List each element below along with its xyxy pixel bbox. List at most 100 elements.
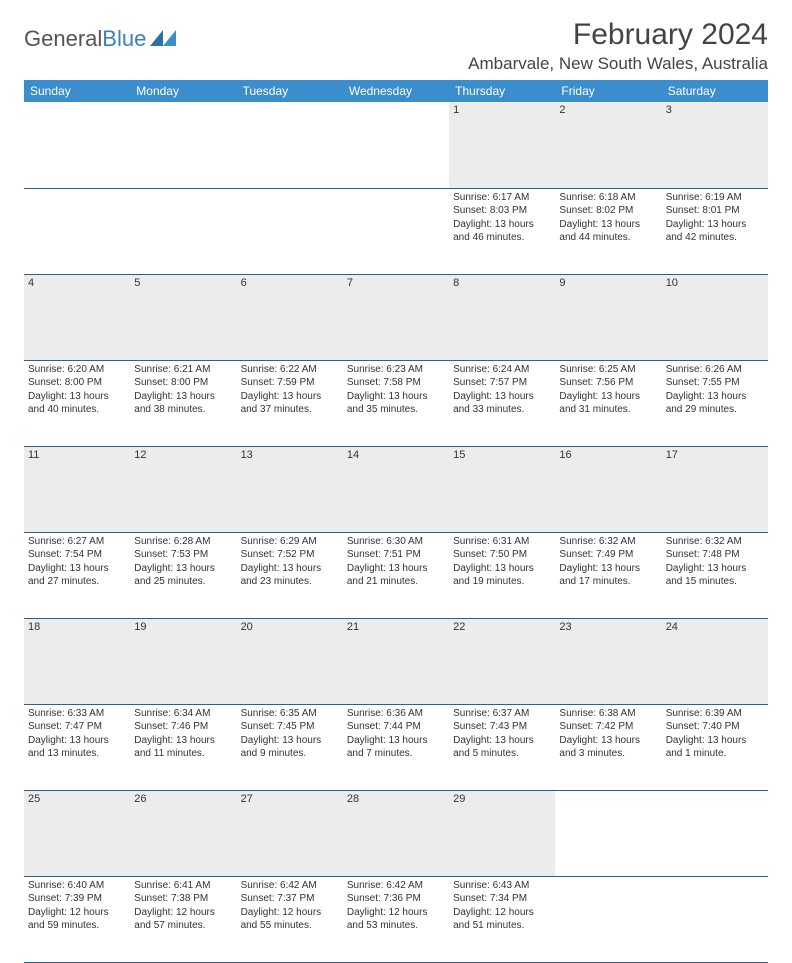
day-detail-text: Sunrise: 6:20 AMSunset: 8:00 PMDaylight:… — [28, 363, 126, 417]
day-header: Friday — [555, 80, 661, 102]
day-detail-cell — [24, 188, 130, 274]
day-detail-text: Sunrise: 6:19 AMSunset: 8:01 PMDaylight:… — [666, 191, 764, 245]
day-detail-text: Sunrise: 6:29 AMSunset: 7:52 PMDaylight:… — [241, 535, 339, 589]
day-detail-cell: Sunrise: 6:33 AMSunset: 7:47 PMDaylight:… — [24, 704, 130, 790]
day-detail-cell — [662, 876, 768, 962]
day-detail-cell: Sunrise: 6:40 AMSunset: 7:39 PMDaylight:… — [24, 876, 130, 962]
day-detail-text: Sunrise: 6:32 AMSunset: 7:48 PMDaylight:… — [666, 535, 764, 589]
day-number-cell: 19 — [130, 618, 236, 704]
day-detail-text: Sunrise: 6:26 AMSunset: 7:55 PMDaylight:… — [666, 363, 764, 417]
day-number-cell: 24 — [662, 618, 768, 704]
day-number-cell — [555, 790, 661, 876]
day-detail-cell: Sunrise: 6:34 AMSunset: 7:46 PMDaylight:… — [130, 704, 236, 790]
day-detail-row: Sunrise: 6:33 AMSunset: 7:47 PMDaylight:… — [24, 704, 768, 790]
day-number-cell: 22 — [449, 618, 555, 704]
day-header: Thursday — [449, 80, 555, 102]
day-number-cell: 9 — [555, 274, 661, 360]
day-detail-cell: Sunrise: 6:39 AMSunset: 7:40 PMDaylight:… — [662, 704, 768, 790]
title-block: February 2024 Ambarvale, New South Wales… — [468, 18, 768, 74]
day-detail-cell: Sunrise: 6:26 AMSunset: 7:55 PMDaylight:… — [662, 360, 768, 446]
day-detail-text: Sunrise: 6:42 AMSunset: 7:37 PMDaylight:… — [241, 879, 339, 933]
day-number-row: 11121314151617 — [24, 446, 768, 532]
day-detail-cell: Sunrise: 6:27 AMSunset: 7:54 PMDaylight:… — [24, 532, 130, 618]
day-detail-text: Sunrise: 6:25 AMSunset: 7:56 PMDaylight:… — [559, 363, 657, 417]
day-detail-text: Sunrise: 6:40 AMSunset: 7:39 PMDaylight:… — [28, 879, 126, 933]
day-detail-cell: Sunrise: 6:17 AMSunset: 8:03 PMDaylight:… — [449, 188, 555, 274]
day-number-row: 123 — [24, 102, 768, 188]
day-detail-cell: Sunrise: 6:22 AMSunset: 7:59 PMDaylight:… — [237, 360, 343, 446]
brand-logo: GeneralBlue — [24, 26, 176, 52]
day-detail-cell: Sunrise: 6:35 AMSunset: 7:45 PMDaylight:… — [237, 704, 343, 790]
day-detail-text: Sunrise: 6:43 AMSunset: 7:34 PMDaylight:… — [453, 879, 551, 933]
day-header: Sunday — [24, 80, 130, 102]
day-number-cell: 18 — [24, 618, 130, 704]
day-detail-cell — [130, 188, 236, 274]
day-detail-cell: Sunrise: 6:24 AMSunset: 7:57 PMDaylight:… — [449, 360, 555, 446]
day-detail-cell: Sunrise: 6:29 AMSunset: 7:52 PMDaylight:… — [237, 532, 343, 618]
day-detail-text: Sunrise: 6:37 AMSunset: 7:43 PMDaylight:… — [453, 707, 551, 761]
day-detail-cell: Sunrise: 6:21 AMSunset: 8:00 PMDaylight:… — [130, 360, 236, 446]
day-number-cell: 25 — [24, 790, 130, 876]
day-header: Tuesday — [237, 80, 343, 102]
day-number-cell: 20 — [237, 618, 343, 704]
month-title: February 2024 — [468, 18, 768, 52]
day-number-cell: 29 — [449, 790, 555, 876]
day-detail-cell: Sunrise: 6:18 AMSunset: 8:02 PMDaylight:… — [555, 188, 661, 274]
day-detail-cell — [343, 188, 449, 274]
day-number-cell: 26 — [130, 790, 236, 876]
day-number-cell: 11 — [24, 446, 130, 532]
day-detail-text: Sunrise: 6:31 AMSunset: 7:50 PMDaylight:… — [453, 535, 551, 589]
day-number-cell: 7 — [343, 274, 449, 360]
day-detail-cell: Sunrise: 6:28 AMSunset: 7:53 PMDaylight:… — [130, 532, 236, 618]
day-detail-cell: Sunrise: 6:36 AMSunset: 7:44 PMDaylight:… — [343, 704, 449, 790]
day-detail-text: Sunrise: 6:39 AMSunset: 7:40 PMDaylight:… — [666, 707, 764, 761]
day-detail-text: Sunrise: 6:22 AMSunset: 7:59 PMDaylight:… — [241, 363, 339, 417]
day-number-cell: 13 — [237, 446, 343, 532]
day-number-cell: 5 — [130, 274, 236, 360]
calendar-table: SundayMondayTuesdayWednesdayThursdayFrid… — [24, 80, 768, 963]
day-number-cell: 23 — [555, 618, 661, 704]
day-detail-cell: Sunrise: 6:31 AMSunset: 7:50 PMDaylight:… — [449, 532, 555, 618]
day-detail-row: Sunrise: 6:40 AMSunset: 7:39 PMDaylight:… — [24, 876, 768, 962]
day-detail-cell: Sunrise: 6:37 AMSunset: 7:43 PMDaylight:… — [449, 704, 555, 790]
day-detail-text: Sunrise: 6:33 AMSunset: 7:47 PMDaylight:… — [28, 707, 126, 761]
day-detail-text: Sunrise: 6:32 AMSunset: 7:49 PMDaylight:… — [559, 535, 657, 589]
day-detail-text: Sunrise: 6:18 AMSunset: 8:02 PMDaylight:… — [559, 191, 657, 245]
day-number-cell: 14 — [343, 446, 449, 532]
day-number-cell: 6 — [237, 274, 343, 360]
day-number-cell: 15 — [449, 446, 555, 532]
day-number-cell — [343, 102, 449, 188]
day-number-cell: 16 — [555, 446, 661, 532]
day-detail-text: Sunrise: 6:34 AMSunset: 7:46 PMDaylight:… — [134, 707, 232, 761]
day-number-cell: 17 — [662, 446, 768, 532]
day-number-cell: 3 — [662, 102, 768, 188]
day-number-cell: 4 — [24, 274, 130, 360]
day-number-cell: 8 — [449, 274, 555, 360]
calendar-body: 123Sunrise: 6:17 AMSunset: 8:03 PMDaylig… — [24, 102, 768, 962]
day-number-cell — [130, 102, 236, 188]
day-detail-cell: Sunrise: 6:42 AMSunset: 7:37 PMDaylight:… — [237, 876, 343, 962]
day-detail-cell: Sunrise: 6:30 AMSunset: 7:51 PMDaylight:… — [343, 532, 449, 618]
day-detail-text: Sunrise: 6:17 AMSunset: 8:03 PMDaylight:… — [453, 191, 551, 245]
day-number-row: 2526272829 — [24, 790, 768, 876]
logo-icon — [150, 26, 176, 52]
day-number-cell: 12 — [130, 446, 236, 532]
day-detail-text: Sunrise: 6:23 AMSunset: 7:58 PMDaylight:… — [347, 363, 445, 417]
day-detail-cell: Sunrise: 6:38 AMSunset: 7:42 PMDaylight:… — [555, 704, 661, 790]
day-detail-cell: Sunrise: 6:20 AMSunset: 8:00 PMDaylight:… — [24, 360, 130, 446]
day-detail-cell: Sunrise: 6:23 AMSunset: 7:58 PMDaylight:… — [343, 360, 449, 446]
day-detail-text: Sunrise: 6:24 AMSunset: 7:57 PMDaylight:… — [453, 363, 551, 417]
day-header: Monday — [130, 80, 236, 102]
day-number-row: 18192021222324 — [24, 618, 768, 704]
day-detail-cell: Sunrise: 6:25 AMSunset: 7:56 PMDaylight:… — [555, 360, 661, 446]
day-detail-text: Sunrise: 6:28 AMSunset: 7:53 PMDaylight:… — [134, 535, 232, 589]
brand-part1: General — [24, 26, 102, 52]
brand-part2: Blue — [102, 26, 146, 52]
day-detail-text: Sunrise: 6:42 AMSunset: 7:36 PMDaylight:… — [347, 879, 445, 933]
day-header: Wednesday — [343, 80, 449, 102]
day-detail-cell: Sunrise: 6:42 AMSunset: 7:36 PMDaylight:… — [343, 876, 449, 962]
day-number-row: 45678910 — [24, 274, 768, 360]
header: GeneralBlue February 2024 Ambarvale, New… — [24, 18, 768, 74]
day-detail-cell: Sunrise: 6:43 AMSunset: 7:34 PMDaylight:… — [449, 876, 555, 962]
day-number-cell: 1 — [449, 102, 555, 188]
